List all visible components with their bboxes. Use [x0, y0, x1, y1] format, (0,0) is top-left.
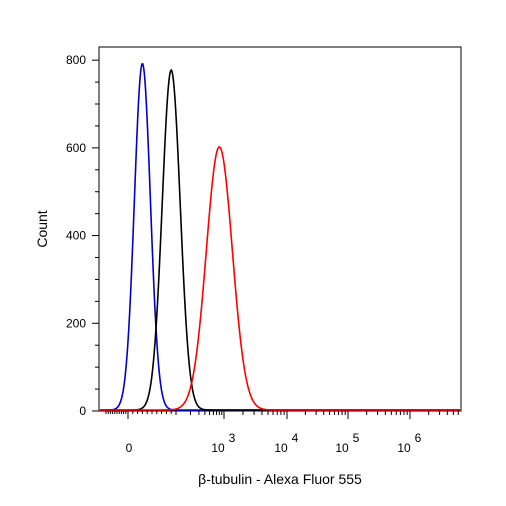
- x-tick-label: 10: [274, 441, 288, 455]
- histogram-series-3: [100, 145, 460, 411]
- y-tick-label: 800: [66, 53, 86, 67]
- x-axis: 0 10 3 10 4 10 5 10 6: [105, 411, 459, 455]
- x-tick-exponent: 5: [353, 431, 360, 445]
- x-tick-label: 0: [126, 441, 133, 455]
- x-tick-exponent: 3: [229, 431, 236, 445]
- histogram-series-2: [100, 68, 460, 411]
- x-tick-exponent: 6: [415, 431, 422, 445]
- y-tick-label: 600: [66, 141, 86, 155]
- x-tick-label: 10: [397, 441, 411, 455]
- x-tick-label: 10: [211, 441, 225, 455]
- y-axis: 0 200 400 600 800: [66, 53, 99, 418]
- x-tick-exponent: 4: [292, 431, 299, 445]
- plot-area-frame: [98, 46, 462, 412]
- y-tick-label: 200: [66, 316, 86, 330]
- y-tick-label: 400: [66, 229, 86, 243]
- y-axis-title: Count: [34, 210, 50, 247]
- x-axis-title: β-tubulin - Alexa Fluor 555: [198, 471, 362, 487]
- x-tick-label: 10: [335, 441, 349, 455]
- series-layer: [100, 62, 460, 411]
- y-tick-label: 0: [79, 404, 86, 418]
